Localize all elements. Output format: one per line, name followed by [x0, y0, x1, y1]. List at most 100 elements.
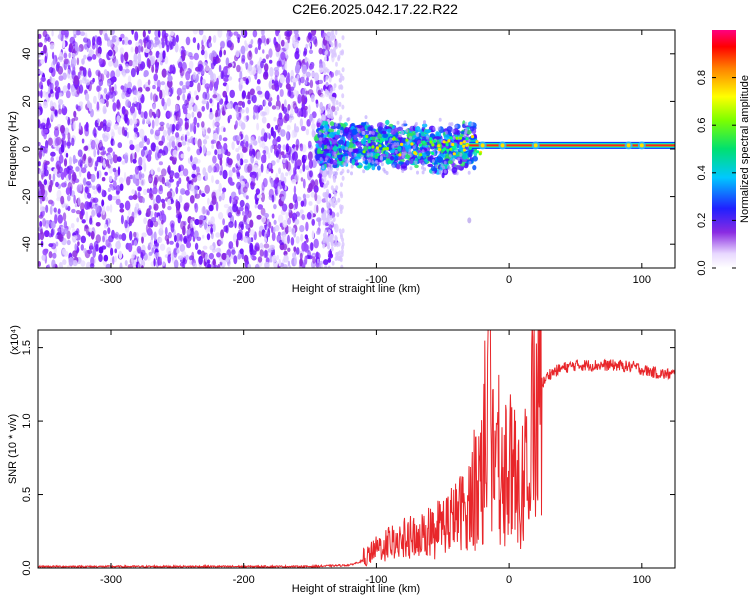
noise-speck — [103, 135, 109, 142]
noise-speck — [239, 248, 244, 255]
noise-speck — [216, 77, 219, 86]
noise-speck — [44, 230, 50, 238]
noise-speck — [131, 30, 134, 35]
signal-blob — [448, 153, 452, 158]
noise-speck — [197, 111, 202, 119]
noise-speck — [70, 223, 75, 229]
noise-speck — [75, 30, 81, 36]
noise-speck — [107, 49, 113, 57]
noise-speck — [260, 60, 264, 69]
noise-speck — [118, 65, 123, 72]
noise-speck — [158, 161, 163, 166]
y-tick-label: 1.0 — [21, 413, 33, 428]
noise-speck — [63, 52, 68, 59]
noise-speck — [201, 44, 205, 52]
noise-speck — [254, 204, 257, 209]
noise-speck — [62, 259, 67, 265]
noise-speck — [130, 67, 136, 78]
noise-speck — [41, 254, 46, 261]
noise-speck — [328, 193, 332, 199]
noise-speck — [184, 134, 188, 142]
noise-speck — [138, 156, 143, 167]
noise-speck — [290, 86, 295, 92]
noise-speck — [125, 63, 129, 69]
noise-speck — [83, 248, 87, 254]
noise-speck — [92, 54, 97, 60]
noise-speck — [324, 183, 328, 189]
noise-speck — [81, 219, 86, 224]
noise-speck — [52, 173, 56, 182]
signal-blob — [321, 143, 325, 150]
noise-speck — [327, 166, 331, 172]
signal-blob — [431, 143, 435, 147]
noise-speck — [267, 152, 271, 159]
noise-speck — [216, 252, 221, 258]
noise-speck — [206, 233, 211, 241]
noise-speck — [308, 64, 314, 70]
noise-speck — [235, 120, 238, 129]
noise-speck — [119, 202, 124, 210]
noise-speck — [193, 52, 199, 61]
noise-speck — [187, 233, 190, 239]
noise-speck — [142, 154, 146, 164]
noise-speck — [58, 92, 63, 97]
noise-speck — [226, 151, 231, 157]
noise-speck — [84, 201, 90, 210]
noise-speck — [330, 42, 334, 48]
snr-multiplier-label: (x10⁴) — [9, 325, 21, 355]
noise-speck — [51, 259, 56, 268]
noise-speck — [155, 194, 161, 204]
noise-speck — [182, 85, 187, 90]
signal-blob — [371, 131, 375, 136]
noise-speck — [284, 41, 289, 51]
noise-speck — [178, 177, 182, 185]
noise-speck — [79, 167, 82, 178]
signal-blob — [462, 140, 466, 144]
signal-blob — [330, 166, 333, 171]
signal-blob — [400, 158, 405, 163]
noise-speck — [252, 30, 258, 38]
spectrogram-y-ticks: -40 -20 0 20 40 — [21, 48, 675, 252]
noise-speck — [78, 79, 83, 85]
noise-speck — [217, 148, 223, 155]
noise-speck — [316, 204, 319, 213]
y-tick-label: 0 — [21, 146, 33, 152]
noise-speck — [335, 100, 339, 106]
noise-speck — [286, 217, 292, 225]
noise-speck — [71, 52, 76, 58]
signal-blob — [422, 120, 426, 125]
noise-speck — [87, 156, 92, 164]
signal-blob — [337, 139, 344, 145]
spectrogram-x-label: Height of straight line (km) — [292, 283, 420, 295]
noise-speck — [60, 172, 65, 180]
signal-blob — [367, 159, 371, 164]
signal-blob — [356, 124, 363, 129]
noise-speck — [269, 59, 273, 64]
noise-speck — [154, 38, 160, 45]
noise-speck — [57, 214, 63, 224]
noise-speck — [78, 159, 83, 167]
signal-blob — [362, 169, 366, 174]
noise-speck — [180, 188, 186, 195]
noise-speck — [95, 160, 99, 167]
noise-speck — [165, 91, 171, 96]
noise-speck — [106, 119, 113, 128]
noise-speck — [189, 123, 193, 133]
noise-speck — [294, 218, 300, 225]
signal-blob — [464, 127, 468, 132]
signal-blob — [423, 167, 427, 172]
noise-speck — [249, 88, 255, 96]
noise-speck — [192, 163, 197, 171]
signal-blob — [409, 159, 414, 164]
noise-speck — [55, 90, 59, 100]
signal-blob — [398, 133, 402, 138]
noise-speck — [38, 33, 42, 39]
noise-speck — [278, 151, 282, 160]
noise-speck — [222, 137, 228, 142]
noise-speck — [100, 146, 105, 151]
noise-speck — [145, 86, 151, 92]
noise-speck — [134, 110, 137, 119]
snr-x-ticks: -300 -200 -100 0 100 — [100, 330, 651, 586]
noise-speck — [257, 204, 264, 210]
noise-speck — [142, 120, 145, 125]
